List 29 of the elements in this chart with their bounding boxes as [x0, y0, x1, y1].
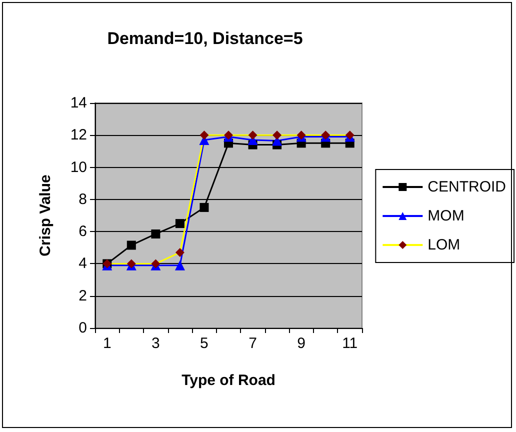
point [175, 219, 184, 228]
x-tick-label: 11 [342, 335, 358, 352]
chart-title: Demand=10, Distance=5 [107, 29, 303, 48]
legend-label: LOM [428, 236, 460, 254]
y-tick-label: 10 [70, 158, 87, 176]
y-tick-label: 8 [78, 190, 87, 208]
point [126, 240, 136, 250]
x-tick-label: 9 [297, 335, 306, 352]
y-axis-title: Crisp Value [37, 174, 54, 256]
point [174, 260, 185, 270]
x-tick-label: 3 [152, 335, 160, 352]
y-tick-label: 12 [70, 126, 87, 144]
point [200, 130, 209, 140]
x-tick-label: 7 [248, 335, 257, 352]
legend-label: MOM [428, 208, 464, 224]
x-tick-label: 5 [200, 335, 208, 352]
x-tick-label: 1 [102, 335, 112, 352]
x-axis-title: Type of Road [182, 372, 276, 389]
point [200, 202, 209, 212]
y-tick-label: 2 [78, 287, 87, 304]
point [272, 130, 282, 140]
y-tick-label: 14 [70, 94, 87, 112]
legend-label: CENTROID [428, 178, 506, 196]
y-tick-label: 6 [78, 223, 87, 240]
y-tick-label: 0 [78, 320, 87, 336]
point [248, 130, 258, 140]
point [175, 248, 184, 257]
y-tick-label: 4 [78, 255, 87, 272]
point [151, 229, 160, 238]
